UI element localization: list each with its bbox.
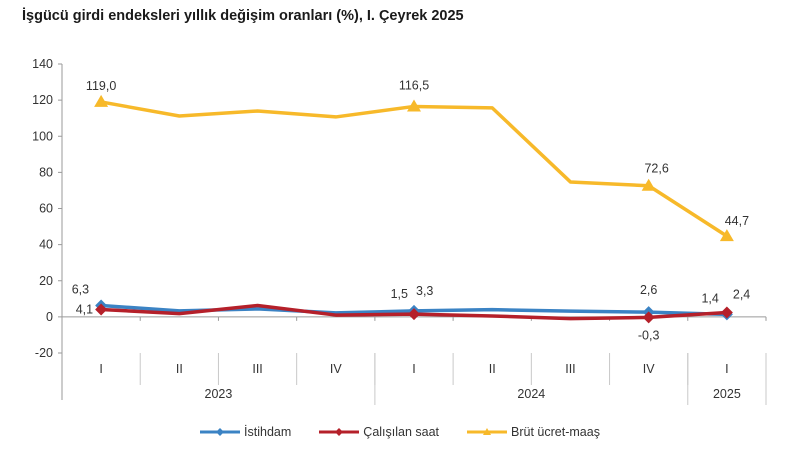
chart-title: İşgücü girdi endeksleri yıllık değişim o… bbox=[22, 8, 464, 24]
data-label: 1,4 bbox=[701, 291, 718, 305]
y-tick-label: 20 bbox=[39, 274, 53, 288]
y-tick-label: 140 bbox=[32, 57, 53, 71]
data-label: 4,1 bbox=[76, 302, 93, 316]
diamond-marker-icon bbox=[200, 428, 241, 436]
x-tick-label: II bbox=[176, 362, 183, 376]
y-tick-label: -20 bbox=[35, 346, 53, 360]
legend: İstihdam Çalışılan saat Brüt ücret-maaş bbox=[0, 425, 800, 439]
x-tick-label: I bbox=[99, 362, 102, 376]
diamond-marker-icon bbox=[95, 303, 108, 316]
data-label: 44,7 bbox=[725, 214, 749, 228]
data-label: 119,0 bbox=[86, 79, 116, 93]
legend-item-calisilan-saat[interactable]: Çalışılan saat bbox=[319, 425, 439, 439]
data-label: -0,3 bbox=[638, 328, 660, 342]
triangle-marker-icon bbox=[94, 94, 109, 107]
diamond-marker-icon bbox=[642, 311, 655, 324]
x-group-label: 2023 bbox=[205, 387, 233, 401]
y-tick-label: 0 bbox=[46, 310, 53, 324]
legend-item-brut-ucret-maas[interactable]: Brüt ücret-maaş bbox=[467, 425, 600, 439]
y-tick-label: 80 bbox=[39, 165, 53, 179]
data-label: 6,3 bbox=[72, 282, 89, 296]
diamond-marker-icon bbox=[720, 306, 733, 319]
data-label: 1,5 bbox=[391, 287, 408, 301]
x-group-label: 2024 bbox=[517, 387, 545, 401]
diamond-marker-icon bbox=[408, 308, 420, 321]
x-tick-label: IV bbox=[643, 362, 655, 376]
y-tick-label: 40 bbox=[39, 238, 53, 252]
series-line bbox=[100, 100, 728, 238]
x-tick-label: III bbox=[252, 362, 262, 376]
x-tick-label: I bbox=[725, 362, 728, 376]
x-tick-label: I bbox=[412, 362, 415, 376]
triangle-marker-icon bbox=[641, 178, 656, 191]
legend-item-istihdam[interactable]: İstihdam bbox=[200, 425, 291, 439]
legend-label: Çalışılan saat bbox=[363, 425, 440, 439]
data-label: 72,6 bbox=[644, 162, 668, 176]
series-lines bbox=[94, 94, 734, 324]
data-label: 2,4 bbox=[733, 288, 750, 302]
y-tick-label: 120 bbox=[32, 93, 53, 107]
x-tick-label: II bbox=[489, 362, 496, 376]
x-tick-label: IV bbox=[330, 362, 342, 376]
diamond-marker-icon bbox=[319, 428, 360, 436]
data-label: 3,3 bbox=[416, 284, 433, 298]
data-labels: 6,3 3,3 2,6 1,4 4,1 1,5 -0,3 2,4 119,0 116,5 72,6 4… bbox=[72, 78, 751, 342]
y-tick-label: 100 bbox=[32, 129, 53, 143]
legend-label: Brüt ücret-maaş bbox=[511, 425, 600, 439]
triangle-marker-icon bbox=[719, 229, 734, 242]
data-label: 2,6 bbox=[640, 283, 657, 297]
triangle-marker-icon bbox=[467, 428, 508, 435]
x-tick-label: III bbox=[565, 362, 575, 376]
x-group-label: 2025 bbox=[713, 387, 741, 401]
y-tick-label: 60 bbox=[39, 202, 53, 216]
data-label: 116,5 bbox=[399, 78, 429, 92]
triangle-marker-icon bbox=[407, 99, 421, 112]
legend-label: İstihdam bbox=[244, 425, 292, 439]
